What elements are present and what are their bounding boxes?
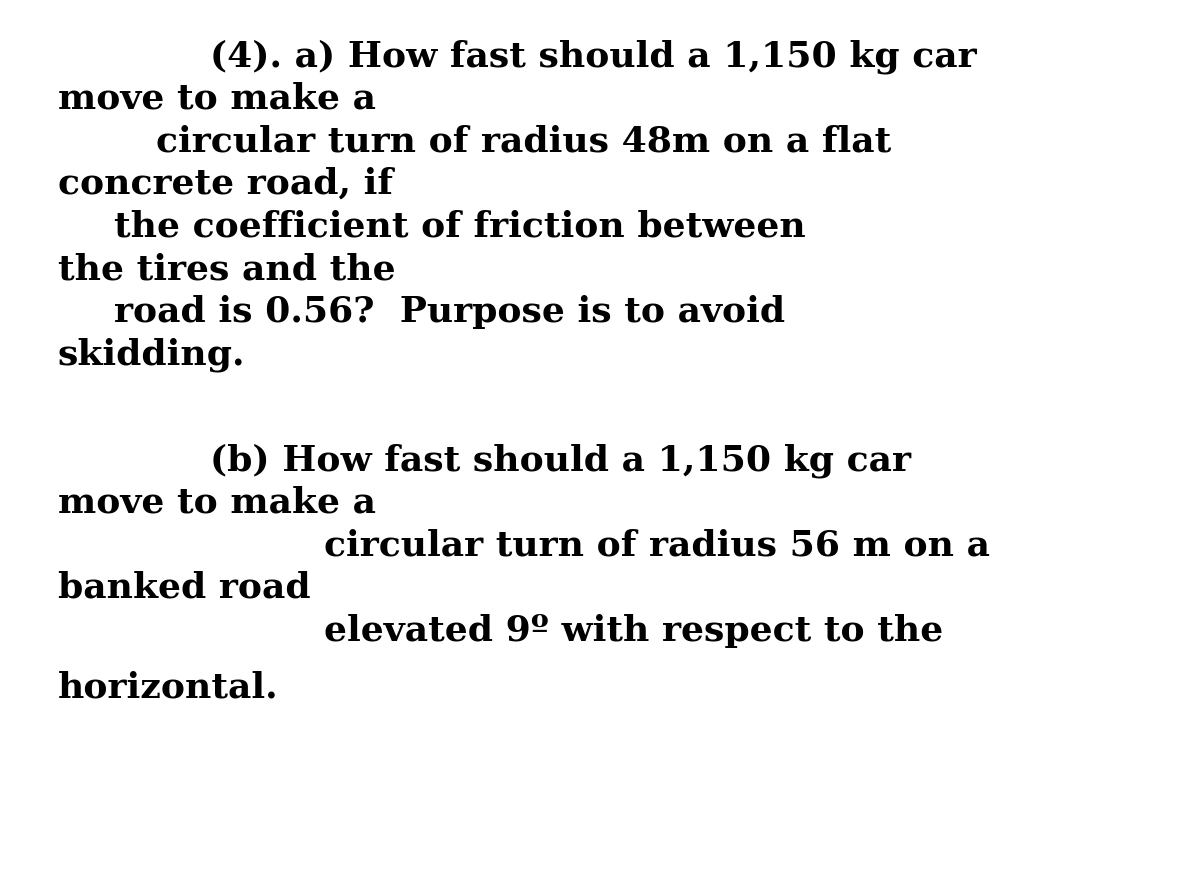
Text: the coefficient of friction between: the coefficient of friction between	[114, 209, 805, 243]
Text: move to make a: move to make a	[58, 82, 376, 116]
Text: circular turn of radius 56 m on a: circular turn of radius 56 m on a	[324, 528, 990, 562]
Text: (b) How fast should a 1,150 kg car: (b) How fast should a 1,150 kg car	[210, 443, 911, 478]
Text: road is 0.56?  Purpose is to avoid: road is 0.56? Purpose is to avoid	[114, 295, 785, 328]
Text: skidding.: skidding.	[58, 337, 245, 372]
Text: concrete road, if: concrete road, if	[58, 167, 392, 201]
Text: circular turn of radius 48m on a flat: circular turn of radius 48m on a flat	[156, 124, 892, 158]
Text: (4). a) How fast should a 1,150 kg car: (4). a) How fast should a 1,150 kg car	[210, 39, 977, 74]
Text: horizontal.: horizontal.	[58, 671, 278, 705]
Text: move to make a: move to make a	[58, 486, 376, 520]
Text: banked road: banked road	[58, 571, 311, 605]
Text: the tires and the: the tires and the	[58, 252, 395, 286]
Text: elevated 9º with respect to the: elevated 9º with respect to the	[324, 614, 943, 647]
